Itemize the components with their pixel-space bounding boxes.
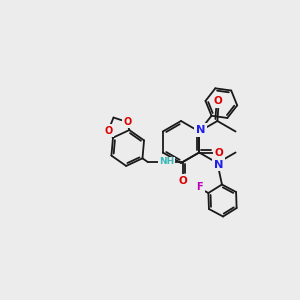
Text: NH: NH (159, 158, 174, 166)
Text: F: F (196, 182, 203, 192)
Text: O: O (214, 96, 223, 106)
Text: N: N (196, 125, 206, 135)
Text: O: O (104, 126, 112, 136)
Text: O: O (178, 176, 187, 186)
Text: N: N (214, 160, 224, 170)
Text: O: O (123, 117, 131, 127)
Text: O: O (215, 148, 224, 158)
